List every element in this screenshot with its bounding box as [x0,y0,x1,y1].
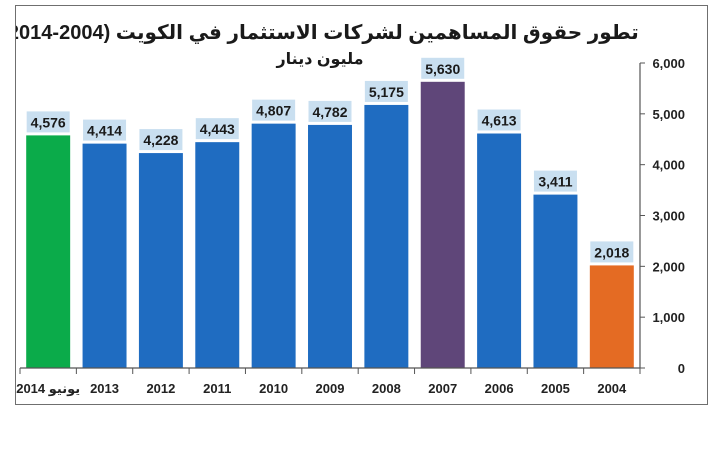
bar-11 [589,265,634,368]
x-tick-label: 2010 [259,381,288,396]
y-tick-label: 1,000 [652,310,685,325]
data-label-bg [252,99,296,121]
x-axis: يونيو 2014 2013 2012 2011 2010 2009 2008 2007 20… [16,367,641,396]
bar-1 [26,135,71,368]
bar-2 [82,143,127,368]
bar-5 [251,123,296,368]
y-tick-label: 2,000 [652,259,685,274]
bars-group [26,81,634,368]
x-tick-label: 2013 [90,381,119,396]
x-tick-label: 2006 [485,381,514,396]
bar-9 [477,133,522,368]
chart-frame: تطور حقوق المساهمين لشركات الاستثمار في … [15,5,708,405]
data-labels-group: 4,576 4,414 4,228 4,443 4,807 4,782 5,175 5,630… [26,57,634,263]
x-tick-label: يونيو 2014 [16,381,80,396]
data-label: 4,576 [31,114,66,130]
x-tick-label: 2011 [203,381,231,396]
data-label-bg [533,170,577,192]
data-label-bg [139,129,183,151]
data-label: 4,443 [200,121,235,137]
bar-chart: تطور حقوق المساهمين لشركات الاستثمار في … [16,22,685,396]
y-axis: 0 1,000 2,000 3,000 4,000 5,000 6,000 [639,56,685,376]
chart-title: تطور حقوق المساهمين لشركات الاستثمار في … [16,22,639,45]
bar-4 [195,142,240,368]
y-tick-label: 4,000 [652,158,685,173]
x-tick-label: 2004 [597,381,627,396]
data-label: 3,411 [538,174,572,190]
data-label: 4,613 [482,113,517,129]
data-label: 4,414 [87,123,122,139]
data-label-bg [26,111,70,133]
data-label-bg [195,118,239,140]
chart-subtitle: مليون دينار [275,51,363,68]
data-label: 4,228 [143,132,178,148]
bar-10 [533,194,578,368]
data-label-bg [308,100,352,122]
bar-8 [420,81,465,368]
x-tick-label: 2008 [372,381,401,396]
data-label-bg [590,241,634,263]
x-tick-label: 2012 [146,381,175,396]
x-tick-label: 2005 [541,381,570,396]
bar-6 [308,124,352,368]
data-label: 4,782 [312,104,347,120]
data-label-bg [364,80,408,102]
y-tick-label: 5,000 [652,107,685,122]
y-tick-label: 3,000 [652,209,685,224]
data-label: 5,630 [425,61,460,77]
data-label: 4,807 [256,103,291,119]
y-tick-label: 6,000 [652,56,685,71]
data-label-bg [83,119,127,141]
x-tick-label: 2009 [316,381,345,396]
x-tick-label: 2007 [428,381,457,396]
y-tick-label: 0 [678,361,685,376]
data-label-bg [477,109,521,131]
data-label: 2,018 [594,244,629,260]
data-label: 5,175 [369,84,404,100]
data-label-bg [421,57,465,79]
bar-3 [138,153,183,368]
bar-7 [364,104,409,368]
